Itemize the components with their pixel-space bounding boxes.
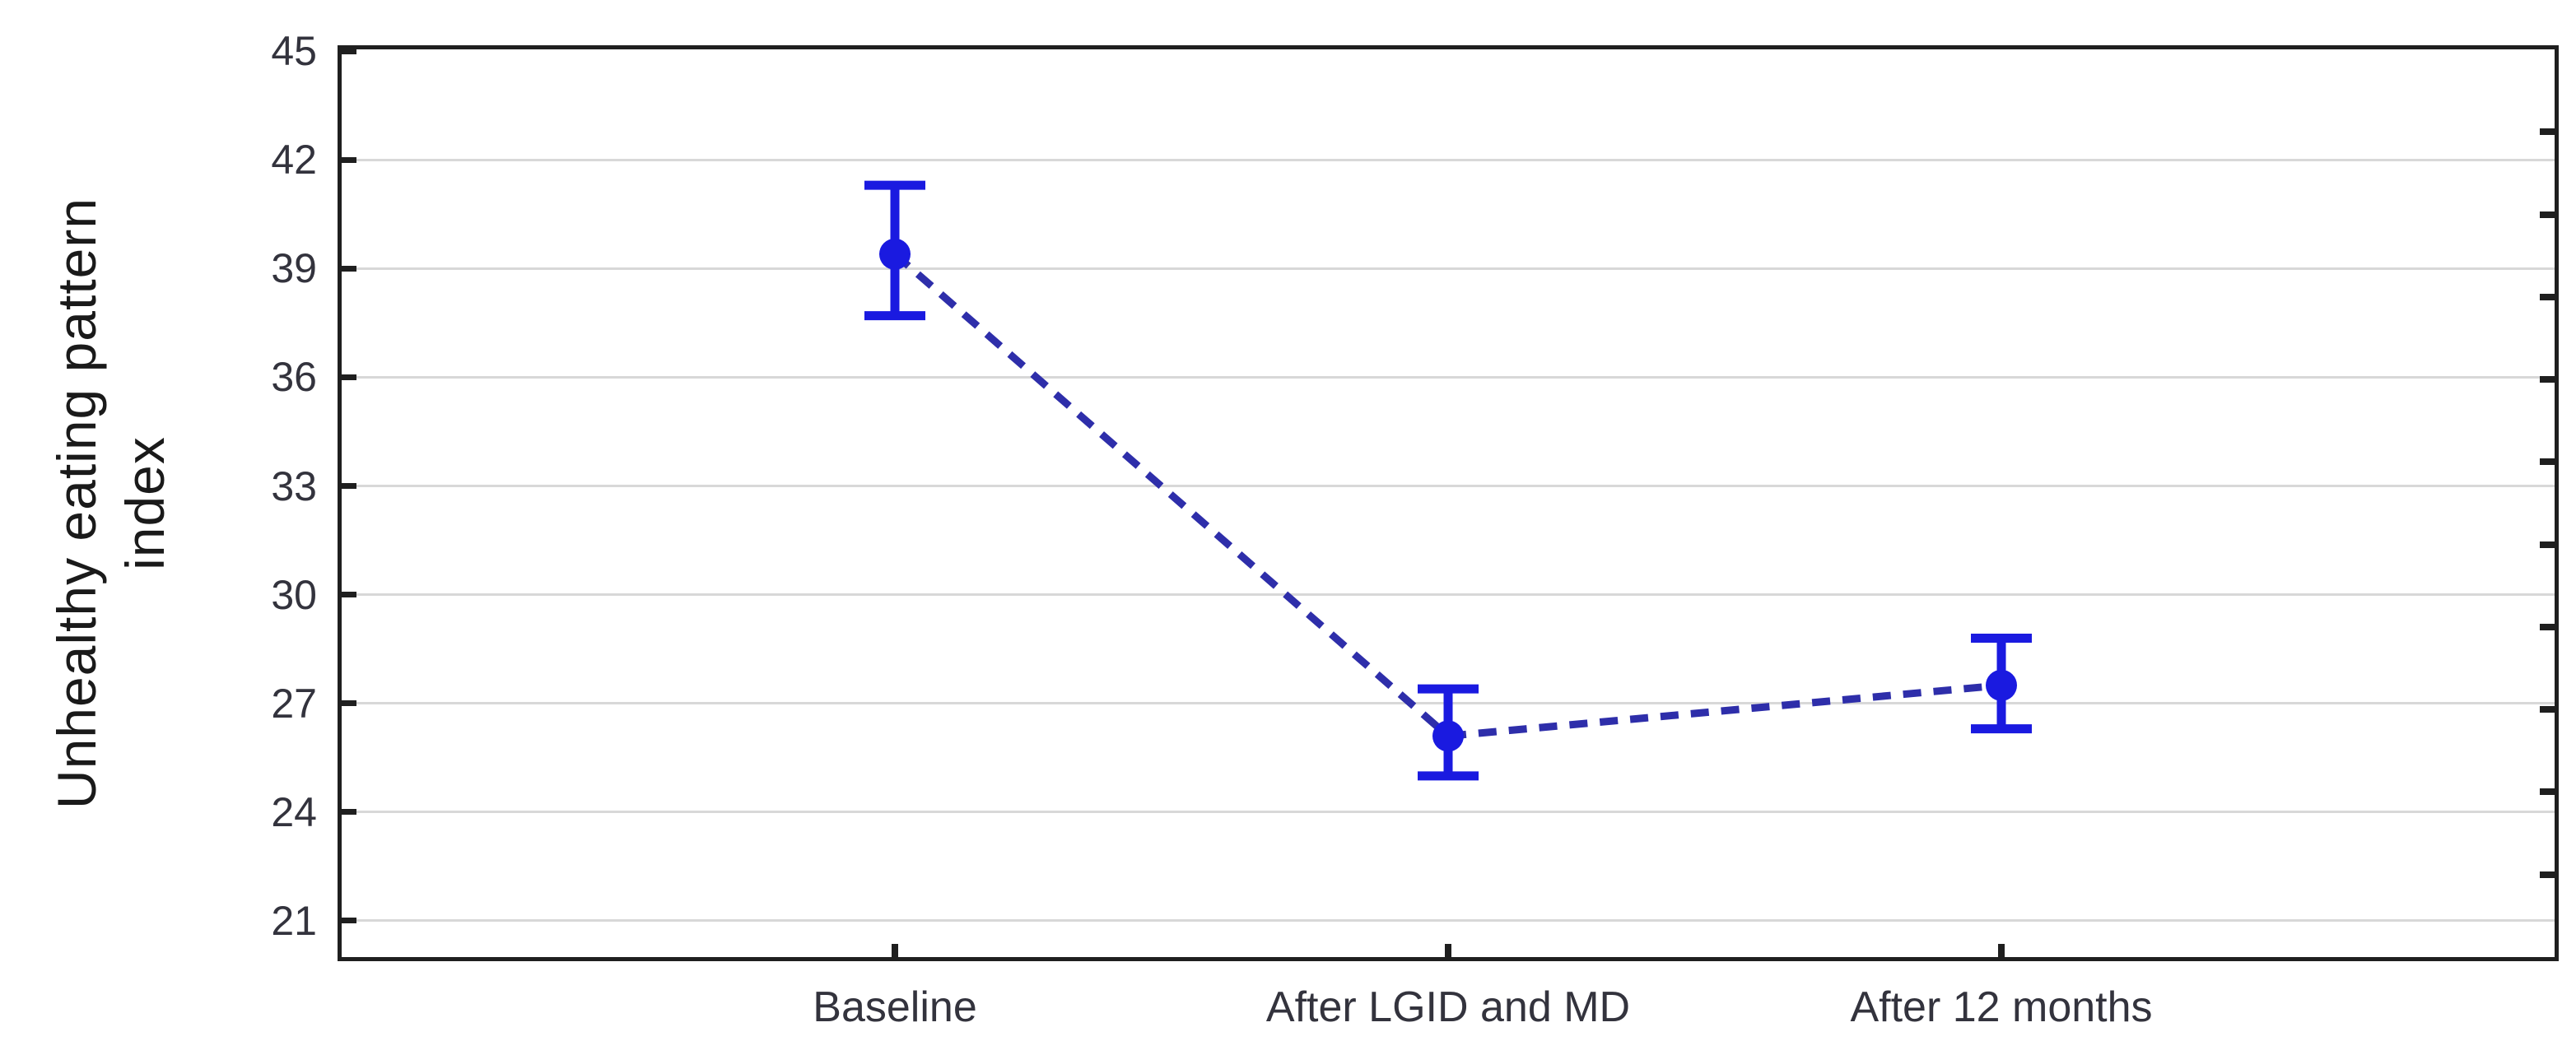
y-tick-label: 42	[271, 137, 317, 184]
x-tick-label: After LGID and MD	[1265, 983, 1631, 1031]
y-axis-right-minor-tick	[2540, 788, 2555, 796]
y-axis-right-minor-tick	[2540, 706, 2555, 713]
data-point-marker	[1432, 720, 1464, 752]
data-point-marker	[1986, 669, 2017, 701]
y-axis-right-minor-tick	[2540, 623, 2555, 630]
x-axis-category-tick	[892, 944, 898, 957]
data-point-marker	[879, 238, 911, 270]
y-axis-right-minor-tick	[2540, 458, 2555, 466]
y-axis-major-tick	[342, 700, 356, 707]
y-axis-major-tick	[342, 592, 356, 598]
x-axis-category-tick	[1998, 944, 2005, 957]
y-axis-title: Unhealthy eating pattern index	[43, 49, 179, 957]
y-axis-title-line1: Unhealthy eating pattern	[46, 197, 107, 810]
y-axis-right-minor-tick	[2540, 376, 2555, 383]
y-tick-label: 45	[271, 28, 317, 75]
gridline	[342, 919, 2555, 923]
y-axis-right-minor-tick	[2540, 211, 2555, 218]
series-dashed-segment	[892, 251, 1451, 739]
gridline	[342, 485, 2555, 488]
y-tick-label: 24	[271, 788, 317, 835]
y-tick-label: 33	[271, 462, 317, 509]
y-tick-label: 30	[271, 571, 317, 618]
y-axis-right-minor-tick	[2540, 871, 2555, 878]
y-axis-major-tick	[342, 48, 356, 54]
y-tick-label: 39	[271, 245, 317, 292]
x-axis-category-tick	[1445, 944, 1451, 957]
y-axis-major-tick	[342, 918, 356, 924]
gridline	[342, 375, 2555, 379]
y-axis-major-tick	[342, 265, 356, 272]
x-tick-label: Baseline	[813, 983, 977, 1031]
y-axis-title-line2: index	[114, 436, 175, 570]
gridline	[342, 593, 2555, 597]
y-axis-major-tick	[342, 809, 356, 816]
plot-area	[338, 45, 2559, 961]
x-tick-label: After 12 months	[1850, 983, 2153, 1031]
y-tick-label: 21	[271, 897, 317, 944]
gridline	[342, 811, 2555, 814]
y-tick-label: 27	[271, 680, 317, 727]
y-tick-label: 36	[271, 354, 317, 401]
y-axis-major-tick	[342, 483, 356, 490]
y-axis-right-minor-tick	[2540, 541, 2555, 548]
y-axis-right-minor-tick	[2540, 293, 2555, 300]
series-dashed-segment	[1447, 681, 2002, 740]
y-axis-major-tick	[342, 374, 356, 380]
y-axis-right-minor-tick	[2540, 128, 2555, 136]
gridline	[342, 158, 2555, 161]
data-series-svg	[864, 180, 2032, 781]
gridline	[342, 267, 2555, 270]
y-axis-major-tick	[342, 156, 356, 163]
